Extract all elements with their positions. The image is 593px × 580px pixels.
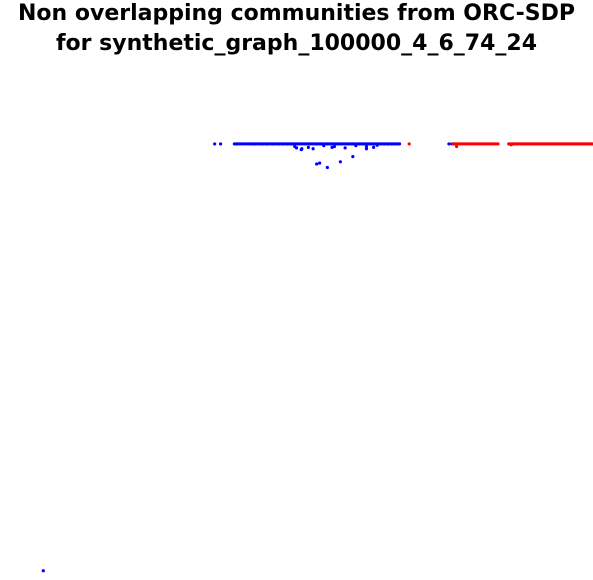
series-0-point-26 [336,142,340,146]
series-1-point-19 [561,142,565,146]
series-0-point-7 [260,142,264,146]
series-0-point-12 [286,142,290,146]
series-0-point-35 [368,142,372,146]
series-0-point-37 [375,143,379,147]
series-0-point-32 [357,142,361,146]
series-0-point-56 [364,147,369,151]
series-0-point-51 [351,154,355,159]
series-1-point-24 [579,142,583,146]
chart-title-line-1: Non overlapping communities from ORC-SDP [18,1,575,26]
series-1-point-0 [407,142,411,146]
series-1-point-1 [451,142,455,146]
series-1-point-9 [526,142,530,146]
series-1-point-27 [590,142,593,146]
series-1-point-17 [554,142,558,146]
series-0-point-38 [379,142,383,146]
series-1-point-23 [575,142,580,146]
series-0-point-44 [447,142,451,146]
chart-title-line-2: for synthetic_graph_100000_4_6_74_24 [55,31,538,56]
series-1-point-26 [586,142,590,146]
series-1-point-22 [572,142,576,146]
series-0-point-31 [354,144,358,148]
series-0-point-36 [371,142,376,146]
series-0-point-22 [322,144,326,148]
series-0-point-4 [235,142,239,146]
series-0-point-18 [307,142,311,146]
series-0-point-33 [361,142,365,146]
series-0-point-42 [393,142,397,146]
series-0-point-48 [318,161,322,165]
series-1-point-8 [522,142,526,146]
series-0-point-2 [218,142,223,146]
series-1-point-11 [533,142,537,146]
series-0-point-54 [306,145,310,150]
series-0-point-52 [294,146,299,150]
series-0-point-23 [325,142,329,146]
series-0-point-50 [338,160,342,164]
series-0-point-57 [371,145,376,150]
series-1-point-13 [540,142,544,146]
series-1-point-6 [515,142,519,146]
series-0-point-55 [330,145,334,150]
series-0-point-47 [315,162,319,166]
series-0-point-3 [233,142,237,146]
series-0-point-21 [318,142,322,146]
series-0-point-15 [296,142,300,146]
series-0-point-28 [343,146,347,150]
series-0-point-40 [386,142,390,146]
series-1-point-14 [543,142,548,146]
series-0-point-41 [389,142,393,146]
series-0-point-9 [271,142,275,146]
series-1-point-25 [583,142,587,146]
series-0-point-39 [382,142,386,146]
series-0-point-6 [253,142,257,146]
series-1-point-20 [565,142,569,146]
series-1-point-7 [519,142,523,146]
series-1-point-10 [529,142,533,146]
series-0-point-49 [325,165,329,170]
series-0-point-8 [265,142,269,146]
series-0-point-13 [290,142,294,146]
series-0-point-1 [213,142,217,146]
series-1-point-15 [547,142,551,146]
series-0-point-19 [311,147,315,151]
series-1-point-16 [551,142,555,146]
series-0-point-29 [347,142,351,146]
series-0-point-27 [339,142,344,146]
series-0-point-43 [396,142,401,146]
series-1-point-5 [511,142,516,146]
series-0-point-17 [303,142,307,146]
series-0-point-10 [277,142,281,146]
series-0-point-30 [350,142,354,146]
series-1-point-2 [455,144,459,149]
series-0-point-20 [315,142,319,146]
series-0-point-11 [281,142,286,146]
series-1-point-21 [568,142,573,146]
series-0-point-5 [249,142,254,146]
series-0-point-0 [41,569,45,573]
series-1-point-12 [536,142,541,146]
series-1-point-18 [558,142,562,146]
series-0-point-24 [329,142,333,146]
series-0-point-53 [299,147,303,152]
